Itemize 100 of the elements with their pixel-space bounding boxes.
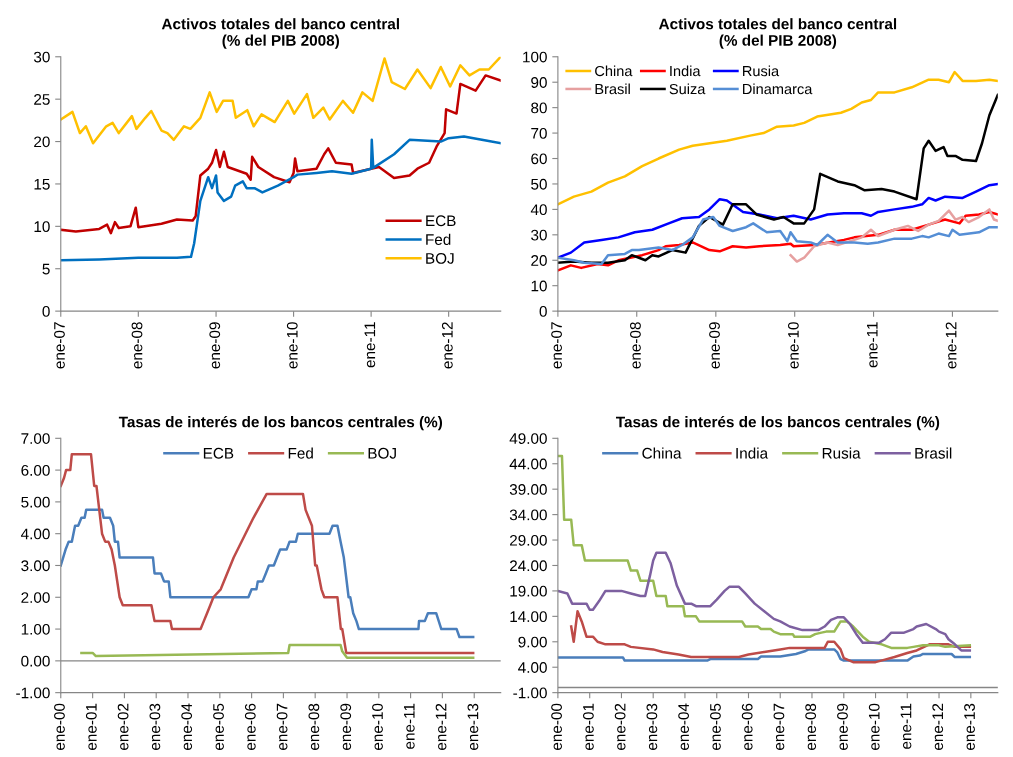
legend-label: Suiza: [669, 83, 706, 95]
x-tick-label: ene-03: [646, 703, 658, 750]
y-tick-label: 40: [530, 204, 547, 216]
line-series: [60, 74, 501, 235]
legend-label: China: [595, 65, 633, 77]
x-tick-label: ene-10: [372, 703, 383, 750]
y-tick-label: 4.00: [518, 662, 547, 673]
x-tick-label: ene-09: [340, 703, 352, 750]
legend-label: India: [736, 447, 769, 459]
x-tick-label: ene-07: [773, 703, 785, 750]
legend-label: Brasil: [915, 447, 952, 459]
y-tick-label: 0: [42, 305, 50, 317]
legend-label: Rusia: [743, 65, 780, 77]
y-tick-label: 70: [531, 127, 547, 139]
x-tick-label: ene-12: [945, 322, 957, 369]
y-tick-label: 90: [531, 77, 547, 88]
x-tick-label: ene-00: [54, 703, 65, 750]
y-tick-label: 100: [523, 51, 547, 63]
line-series: [557, 215, 998, 266]
legend-label: BOJ: [368, 447, 396, 459]
x-tick-label: ene-13: [467, 703, 479, 750]
x-tick-label: ene-08: [308, 703, 320, 750]
y-tick-label: 30: [531, 229, 547, 241]
y-tick-label: 44.00: [509, 458, 547, 470]
y-tick-label: 25: [34, 94, 50, 105]
legend-label: ECB: [203, 447, 234, 459]
y-tick-label: 6.00: [21, 464, 50, 476]
y-tick-label: 34.00: [509, 509, 547, 521]
y-tick-label: 15: [34, 178, 50, 190]
x-tick-label: ene-05: [710, 703, 721, 750]
y-tick-label: 10: [34, 221, 50, 233]
y-tick-label: 7.00: [21, 433, 50, 444]
x-tick-label: ene-09: [209, 322, 221, 369]
y-tick-label: 29.00: [510, 534, 547, 546]
y-tick-label: 60: [531, 153, 547, 165]
x-tick-label: ene-01: [583, 703, 594, 750]
x-tick-label: ene-10: [868, 703, 880, 750]
line-series: [80, 643, 475, 659]
x-tick-label: ene-11: [867, 322, 878, 368]
line-series: [60, 56, 501, 145]
y-tick-label: 19.00: [510, 585, 547, 597]
y-tick-label: 10: [531, 280, 547, 292]
line-series: [789, 208, 998, 263]
y-tick-label: -1.00: [513, 687, 547, 699]
line-series: [557, 648, 972, 662]
x-tick-label: ene-12: [435, 703, 447, 750]
x-tick-label: ene-07: [276, 703, 288, 750]
x-tick-label: ene-06: [244, 703, 256, 750]
x-tick-label: ene-02: [117, 703, 129, 750]
y-tick-label: 24.00: [510, 560, 547, 572]
line-series: [60, 135, 501, 262]
x-tick-label: ene-11: [404, 703, 415, 749]
legend-label: Dinamarca: [743, 83, 813, 95]
legend-label: China: [642, 447, 682, 459]
x-tick-label: ene-13: [964, 703, 975, 750]
x-tick-label: ene-06: [741, 703, 753, 750]
line-series: [557, 93, 998, 265]
x-tick-label: ene-12: [932, 703, 944, 750]
x-tick-label: ene-02: [614, 703, 626, 750]
y-tick-label: -1.00: [16, 687, 50, 699]
y-tick-label: 14.00: [510, 611, 547, 623]
y-tick-label: 30: [33, 51, 50, 63]
chart-title: Activos totales del banco central (% del PIB 2008): [161, 18, 399, 49]
legend-label: Fed: [426, 233, 451, 245]
y-tick-label: 2.00: [21, 592, 50, 603]
chart-title: Activos totales del banco central (% del PIB 2008): [658, 18, 897, 49]
x-tick-label: ene-05: [213, 703, 224, 750]
chart-title: Tasas de interés de los bancos centrales (%): [615, 415, 940, 431]
x-tick-label: ene-11: [364, 322, 376, 368]
y-tick-label: 3.00: [21, 560, 50, 572]
x-tick-label: ene-04: [678, 703, 690, 750]
y-tick-label: 5.00: [21, 496, 50, 508]
legend-label: Rusia: [822, 447, 861, 459]
x-tick-label: ene-11: [900, 703, 912, 749]
x-tick-label: ene-09: [837, 703, 848, 750]
y-tick-label: 20: [531, 255, 547, 266]
x-tick-label: ene-08: [131, 322, 143, 369]
y-tick-label: 39.00: [509, 484, 547, 495]
legend-label: ECB: [426, 215, 456, 227]
x-tick-label: ene-10: [787, 322, 799, 369]
line-series: [557, 182, 998, 259]
y-tick-label: 0: [539, 305, 547, 317]
x-tick-label: ene-07: [54, 322, 65, 369]
y-tick-label: 1.00: [21, 623, 50, 635]
y-tick-label: 49.00: [509, 433, 547, 444]
line-series: [557, 551, 972, 652]
x-tick-label: ene-01: [85, 703, 97, 750]
y-tick-label: 9.00: [518, 636, 547, 648]
legend-label: Fed: [288, 447, 313, 459]
x-tick-label: ene-07: [551, 322, 562, 369]
y-tick-label: 4.00: [20, 528, 50, 540]
x-tick-label: ene-00: [551, 703, 562, 750]
y-tick-label: 20: [34, 136, 50, 148]
line-series: [60, 508, 475, 639]
x-tick-label: ene-08: [805, 703, 817, 750]
x-tick-label: ene-04: [181, 703, 193, 750]
x-tick-label: ene-10: [286, 322, 298, 369]
legend-label: India: [670, 65, 701, 77]
x-tick-label: ene-03: [149, 703, 161, 750]
y-tick-label: 80: [531, 102, 547, 114]
